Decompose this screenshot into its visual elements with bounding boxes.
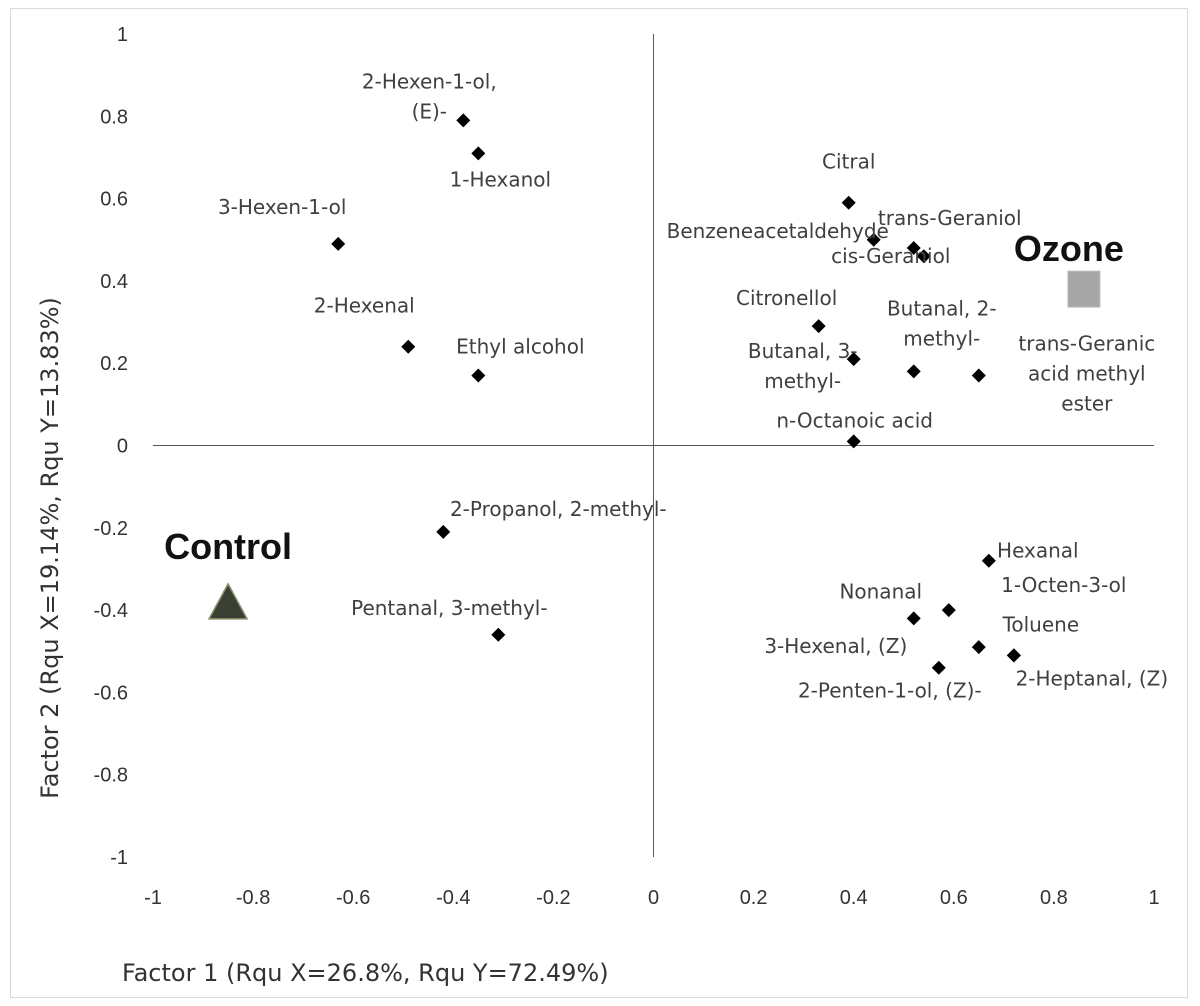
point-label: 2-Penten-1-ol, (Z)- bbox=[798, 679, 982, 703]
x-tick-label: 0 bbox=[648, 887, 659, 909]
point-label: 2-Hexenal bbox=[314, 294, 415, 318]
point-label: Citral bbox=[822, 150, 875, 174]
data-point-marker bbox=[866, 232, 881, 247]
data-point-marker bbox=[846, 434, 861, 449]
control-marker bbox=[207, 582, 249, 620]
data-point-marker bbox=[906, 611, 921, 626]
x-tick-label: -1 bbox=[144, 887, 162, 909]
x-tick-label: 0.6 bbox=[940, 887, 968, 909]
x-tick-label: -0.8 bbox=[236, 887, 270, 909]
point-label: Butanal, 3-methyl- bbox=[748, 339, 858, 393]
tick-labels: -1 -0.8 -0.6 -0.4 -0.2 0 0.2 0.4 0.6 0.8 1 1 0.8 0.6 0… bbox=[94, 24, 1160, 909]
x-axis-title: Factor 1 (Rqu X=26.8%, Rqu Y=72.49%) bbox=[122, 959, 609, 987]
data-point-marker bbox=[456, 113, 471, 128]
point-label: n-Octanoic acid bbox=[776, 408, 933, 432]
point-label: Citronellol bbox=[736, 286, 837, 310]
point-labels: 2-Hexen-1-ol, (E)- 1-Hexanol 3-Hexen-1-ol 2-… bbox=[164, 69, 1168, 702]
point-label: Nonanal bbox=[839, 579, 922, 603]
y-tick-label: -0.8 bbox=[94, 765, 128, 787]
data-point-marker bbox=[436, 524, 451, 539]
y-tick-label: -0.6 bbox=[94, 682, 128, 704]
ozone-group-label: Ozone bbox=[1014, 228, 1124, 269]
point-label: 3-Hexenal, (Z) bbox=[764, 634, 907, 658]
data-point-marker bbox=[971, 640, 986, 655]
data-point-marker bbox=[941, 603, 956, 618]
y-axis-title: Factor 2 (Rqu X=19.14%, Rqu Y=13.83%) bbox=[36, 297, 64, 799]
x-tick-label: -0.4 bbox=[436, 887, 470, 909]
point-label: Toluene bbox=[1002, 612, 1080, 636]
y-tick-label: -0.2 bbox=[94, 518, 128, 540]
point-label: 1-Octen-3-ol bbox=[1001, 573, 1126, 597]
y-tick-label: 0 bbox=[117, 436, 128, 458]
point-label: Hexanal bbox=[997, 539, 1079, 563]
point-label: trans-Geranic acid methyl ester bbox=[1018, 332, 1155, 416]
point-label: 2-Heptanal, (Z) bbox=[1016, 666, 1169, 690]
x-tick-label: -0.6 bbox=[336, 887, 370, 909]
data-point-marker bbox=[906, 240, 921, 255]
y-tick-label: 0.8 bbox=[100, 106, 128, 128]
x-tick-label: 0.4 bbox=[840, 887, 868, 909]
x-tick-label: -0.2 bbox=[536, 887, 570, 909]
y-tick-label: -0.4 bbox=[94, 600, 128, 622]
point-label: trans-Geraniol bbox=[878, 206, 1022, 230]
data-point-marker bbox=[471, 368, 486, 383]
data-points bbox=[207, 113, 1101, 675]
point-label: 2-Propanol, 2-methyl- bbox=[450, 497, 667, 521]
y-tick-label: 0.2 bbox=[100, 353, 128, 375]
data-point-marker bbox=[841, 195, 856, 210]
data-point-marker bbox=[491, 627, 506, 642]
data-point-marker bbox=[1006, 648, 1021, 663]
control-group-label: Control bbox=[164, 526, 292, 567]
chart-frame bbox=[10, 8, 1188, 998]
point-label: cis-Geraniol bbox=[831, 244, 950, 268]
data-point-marker bbox=[981, 553, 996, 568]
data-point-marker bbox=[846, 352, 861, 367]
y-tick-label: 0.6 bbox=[100, 189, 128, 211]
data-point-marker bbox=[401, 339, 416, 354]
y-tick-label: -1 bbox=[110, 847, 128, 869]
point-label: Ethyl alcohol bbox=[456, 335, 584, 359]
data-point-marker bbox=[811, 319, 826, 334]
x-tick-label: 0.8 bbox=[1040, 887, 1068, 909]
data-point-marker bbox=[916, 249, 931, 264]
data-point-marker bbox=[471, 146, 486, 161]
point-label: 3-Hexen-1-ol bbox=[218, 195, 346, 219]
ozone-marker bbox=[1067, 270, 1101, 308]
point-label: 1-Hexanol bbox=[450, 167, 552, 191]
data-point-marker bbox=[931, 660, 946, 675]
y-tick-label: 0.4 bbox=[100, 271, 128, 293]
x-tick-label: 0.2 bbox=[740, 887, 768, 909]
data-point-marker bbox=[971, 368, 986, 383]
x-tick-label: 1 bbox=[1148, 887, 1159, 909]
y-tick-label: 1 bbox=[117, 24, 128, 46]
point-label: Butanal, 2-methyl- bbox=[887, 296, 997, 350]
point-label: 2-Hexen-1-ol, (E)- bbox=[362, 69, 497, 123]
data-point-marker bbox=[906, 364, 921, 379]
axes bbox=[153, 34, 1154, 857]
point-label: Pentanal, 3-methyl- bbox=[351, 596, 547, 620]
point-label: Benzeneacetaldehyde bbox=[667, 219, 889, 243]
data-point-marker bbox=[331, 236, 346, 251]
